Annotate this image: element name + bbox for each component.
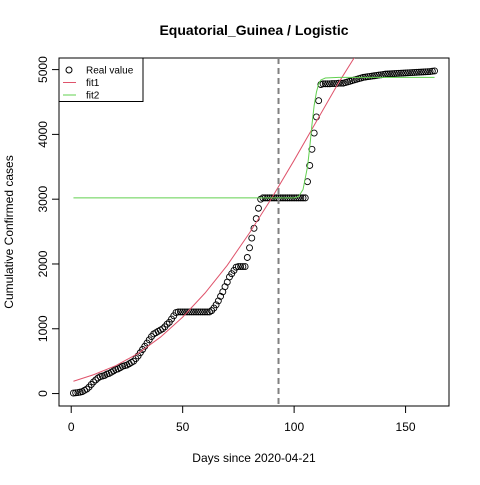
data-point [399,69,407,77]
data-point [411,68,418,76]
data-point [373,71,381,79]
data-point [417,68,425,76]
data-point [393,70,401,77]
data-point [415,68,423,76]
data-point [431,67,439,75]
y-tick-label: 5000 [36,56,50,83]
data-point [424,68,432,76]
data-point [176,308,184,316]
y-tick-label: 2000 [36,250,50,277]
data-point [306,162,314,169]
data-point [183,308,191,316]
x-tick-label: 50 [176,420,190,434]
chart-title: Equatorial_Guinea / Logistic [159,22,348,38]
legend-label: fit2 [86,91,100,102]
data-point [375,71,383,79]
data-point [326,80,334,88]
data-point [319,80,327,88]
data-point [203,308,211,316]
fit-line [73,76,435,199]
data-point [297,194,305,202]
data-point [404,69,412,77]
x-tick-label: 0 [68,420,75,434]
data-point [324,80,332,88]
data-point [413,68,421,76]
fit-line [73,58,355,382]
data-point [159,325,167,333]
data-point [301,194,309,202]
data-point [69,389,77,397]
plot-area [69,58,439,406]
data-point [92,376,100,384]
data-point [194,308,202,316]
data-point [199,308,207,316]
data-point [364,73,372,81]
data-point [188,308,196,316]
data-point [402,69,410,77]
data-point [395,69,403,77]
data-point [179,308,187,316]
data-point [212,301,220,309]
data-point [239,263,247,271]
data-point [72,389,80,397]
y-tick-label: 1000 [36,315,50,342]
data-point [174,308,182,316]
data-point [321,80,329,88]
data-point [163,320,171,328]
data-point [255,204,262,212]
data-point [428,67,436,75]
data-point [397,69,405,77]
data-point [90,378,97,386]
data-point [368,72,376,80]
data-point [408,69,416,77]
data-point [390,70,398,78]
data-point [366,72,374,80]
data-point [330,80,338,87]
legend-symbol [65,66,73,74]
x-tick-label: 150 [396,420,416,434]
y-tick-label: 4000 [36,121,50,148]
data-point [419,68,427,76]
data-point [335,79,343,87]
data-point [234,263,242,271]
y-tick-label: 3000 [36,186,50,213]
data-point [406,69,414,77]
data-point [299,194,307,202]
data-point [192,308,200,316]
data-point [237,263,245,271]
data-point [308,145,316,153]
data-point [426,68,434,75]
data-point [241,263,249,271]
data-point [185,308,193,316]
data-point [201,308,209,316]
y-tick-label: 0 [36,390,50,397]
data-point [388,70,396,78]
data-point [328,80,336,87]
data-point [422,68,430,76]
x-axis-label: Days since 2020-04-21 [192,451,316,465]
legend-label: fit1 [86,78,100,89]
legend-label: Real value [86,66,134,77]
data-point [315,97,323,105]
data-point [248,234,256,242]
data-point [243,254,251,261]
y-axis-label: Cumulative Confirmed cases [2,155,16,308]
data-point [197,308,204,316]
data-point [370,72,378,80]
x-tick-label: 100 [284,420,304,434]
data-point [83,385,91,393]
legend-box [58,57,144,102]
data-point [190,308,198,316]
data-point [246,244,253,252]
